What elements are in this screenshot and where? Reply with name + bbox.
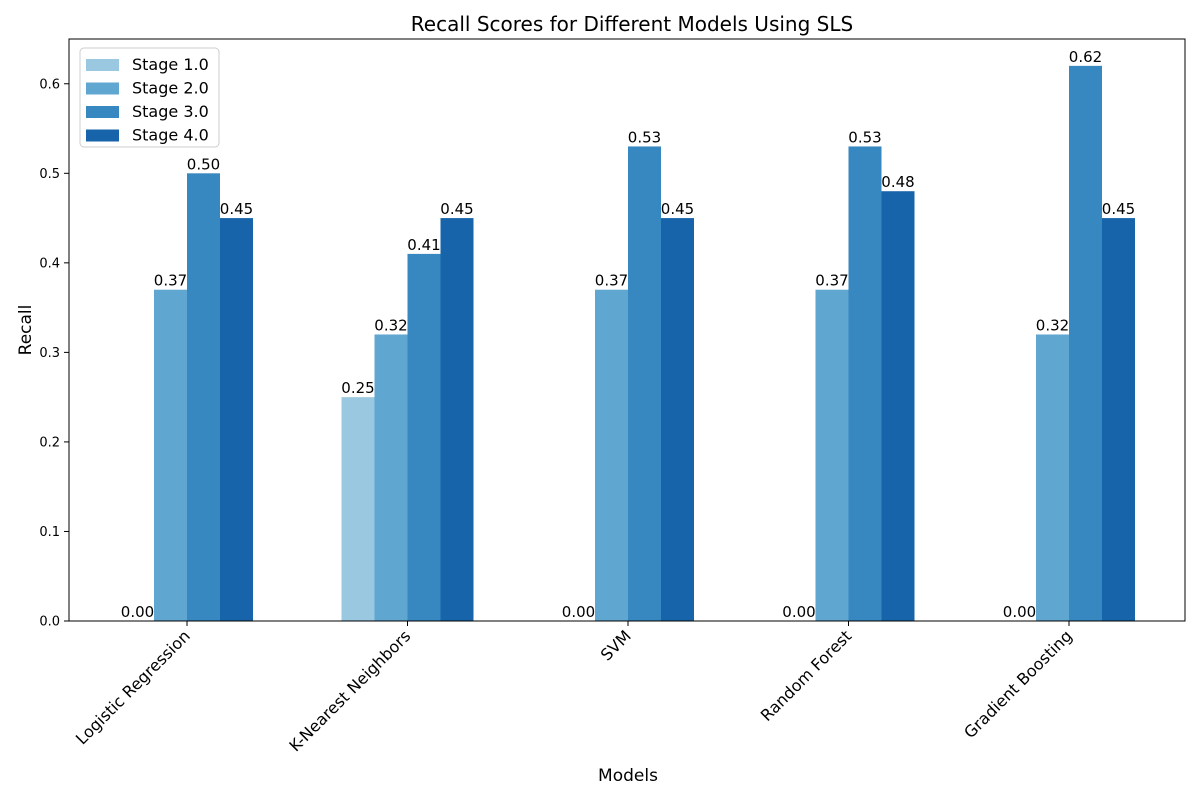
legend-swatch [86, 82, 119, 95]
data-label: 0.37 [595, 272, 628, 290]
x-axis-label: Models [598, 766, 658, 786]
bar [220, 218, 253, 622]
data-label: 0.45 [220, 200, 253, 218]
data-label: 0.32 [1036, 316, 1069, 334]
bar [881, 191, 915, 621]
y-tick-label: 0.2 [39, 435, 60, 450]
legend-label: Stage 1.0 [132, 55, 209, 74]
bar [628, 146, 661, 621]
data-label: 0.25 [341, 379, 374, 397]
x-tick-label: K-Nearest Neighbors [285, 626, 414, 755]
bar [1069, 65, 1102, 621]
bar [848, 146, 882, 621]
bar [815, 289, 849, 621]
chart-title: Recall Scores for Different Models Using… [411, 12, 853, 36]
y-tick-label: 0.6 [39, 77, 60, 92]
data-label: 0.32 [374, 316, 407, 334]
data-label: 0.45 [440, 200, 473, 218]
legend-swatch [86, 59, 119, 71]
data-label: 0.45 [661, 200, 694, 218]
bar [407, 253, 441, 621]
legend-label: Stage 3.0 [132, 102, 209, 121]
x-tick-label: Logistic Regression [72, 626, 194, 748]
x-tick-label: Gradient Boosting [960, 626, 1076, 742]
bar [1102, 218, 1135, 622]
y-tick-label: 0.0 [39, 615, 60, 630]
data-label: 0.37 [815, 272, 848, 290]
bar [595, 289, 628, 621]
y-tick-label: 0.5 [39, 167, 60, 182]
y-tick-label: 0.3 [39, 346, 60, 361]
legend-label: Stage 2.0 [132, 79, 209, 98]
data-label: 0.53 [848, 128, 881, 146]
data-label: 0.00 [121, 603, 154, 621]
data-label: 0.53 [628, 128, 661, 146]
legend: Stage 1.0 Stage 2.0 Stage 3.0 Stage 4.0 [79, 47, 220, 148]
axes-frame [68, 38, 1186, 622]
data-label: 0.00 [782, 603, 815, 621]
data-label: 0.00 [1003, 603, 1036, 621]
legend-label: Stage 4.0 [132, 126, 209, 145]
legend-box [79, 47, 220, 148]
data-label: 0.50 [187, 155, 220, 173]
data-label: 0.41 [407, 236, 440, 254]
y-tick-label: 0.1 [39, 525, 60, 540]
bar [1036, 334, 1069, 621]
legend-swatch [86, 129, 119, 142]
legend-swatch [86, 106, 119, 118]
x-tick-label: SVM [597, 626, 635, 664]
data-label: 0.37 [154, 272, 187, 290]
x-tick-label: Random Forest [757, 626, 856, 725]
bar [374, 334, 408, 621]
data-label: 0.62 [1069, 48, 1102, 66]
y-tick-label: 0.4 [39, 256, 60, 271]
bar [661, 218, 694, 622]
bar [341, 397, 375, 621]
y-axis-label: Recall [16, 305, 36, 356]
data-label: 0.48 [881, 173, 914, 191]
bar [440, 218, 474, 622]
bar [187, 173, 220, 622]
bar [154, 289, 187, 621]
data-label: 0.45 [1102, 200, 1135, 218]
data-label: 0.00 [562, 603, 595, 621]
